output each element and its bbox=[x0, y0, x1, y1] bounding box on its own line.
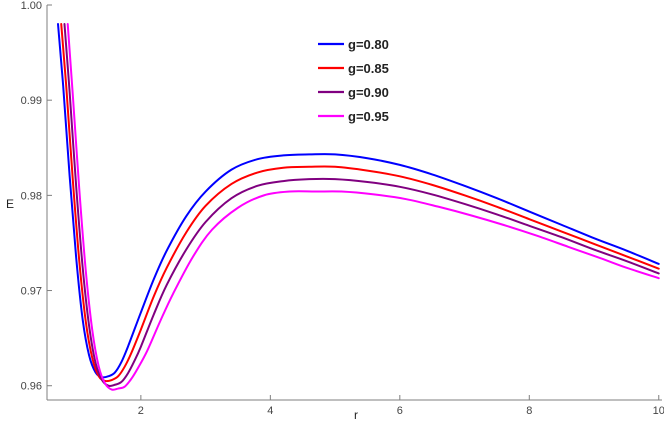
series-line-g-0-80 bbox=[57, 23, 660, 379]
series-line-g-0-90 bbox=[63, 23, 660, 387]
series-line-g-0-85 bbox=[60, 23, 660, 383]
x-ticks: 2 4 6 8 10 bbox=[138, 395, 664, 417]
y-axis-label: E bbox=[6, 197, 14, 211]
x-tick-label: 4 bbox=[267, 405, 273, 417]
y-tick-label: 0.99 bbox=[21, 95, 42, 107]
y-tick-label: 1.00 bbox=[21, 0, 42, 12]
legend: g=0.80 g=0.85 g=0.90 g=0.95 bbox=[318, 37, 389, 124]
legend-label: g=0.80 bbox=[348, 37, 389, 52]
axes bbox=[46, 5, 662, 401]
series-lines bbox=[57, 23, 660, 391]
legend-label: g=0.90 bbox=[348, 85, 389, 100]
x-tick-label: 10 bbox=[653, 405, 664, 417]
y-tick-label: 0.97 bbox=[21, 286, 42, 298]
x-tick-label: 2 bbox=[138, 405, 144, 417]
legend-label: g=0.85 bbox=[348, 61, 389, 76]
x-axis-label: r bbox=[354, 408, 358, 422]
x-tick-label: 8 bbox=[526, 405, 532, 417]
y-tick-label: 0.96 bbox=[21, 381, 42, 393]
y-tick-label: 0.98 bbox=[21, 190, 42, 202]
series-line-g-0-95 bbox=[66, 23, 660, 391]
y-ticks: 0.96 0.97 0.98 0.99 1.00 bbox=[21, 0, 52, 393]
legend-label: g=0.95 bbox=[348, 109, 389, 124]
x-tick-label: 6 bbox=[397, 405, 403, 417]
